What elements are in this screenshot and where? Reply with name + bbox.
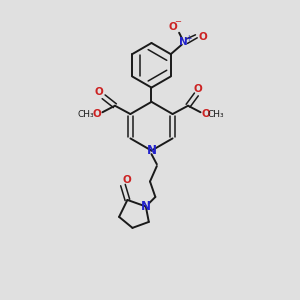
Text: CH₃: CH₃ [78, 110, 94, 119]
Text: N: N [146, 143, 157, 157]
Text: O: O [198, 32, 207, 42]
Text: −: − [174, 17, 181, 26]
Text: O: O [95, 87, 103, 97]
Text: O: O [93, 109, 101, 119]
Text: O: O [169, 22, 178, 32]
Text: O: O [202, 109, 210, 119]
Text: +: + [185, 34, 191, 43]
Text: N: N [179, 37, 188, 47]
Text: CH₃: CH₃ [208, 110, 224, 119]
Text: O: O [122, 175, 131, 185]
Text: O: O [194, 84, 202, 94]
Text: N: N [141, 200, 151, 213]
